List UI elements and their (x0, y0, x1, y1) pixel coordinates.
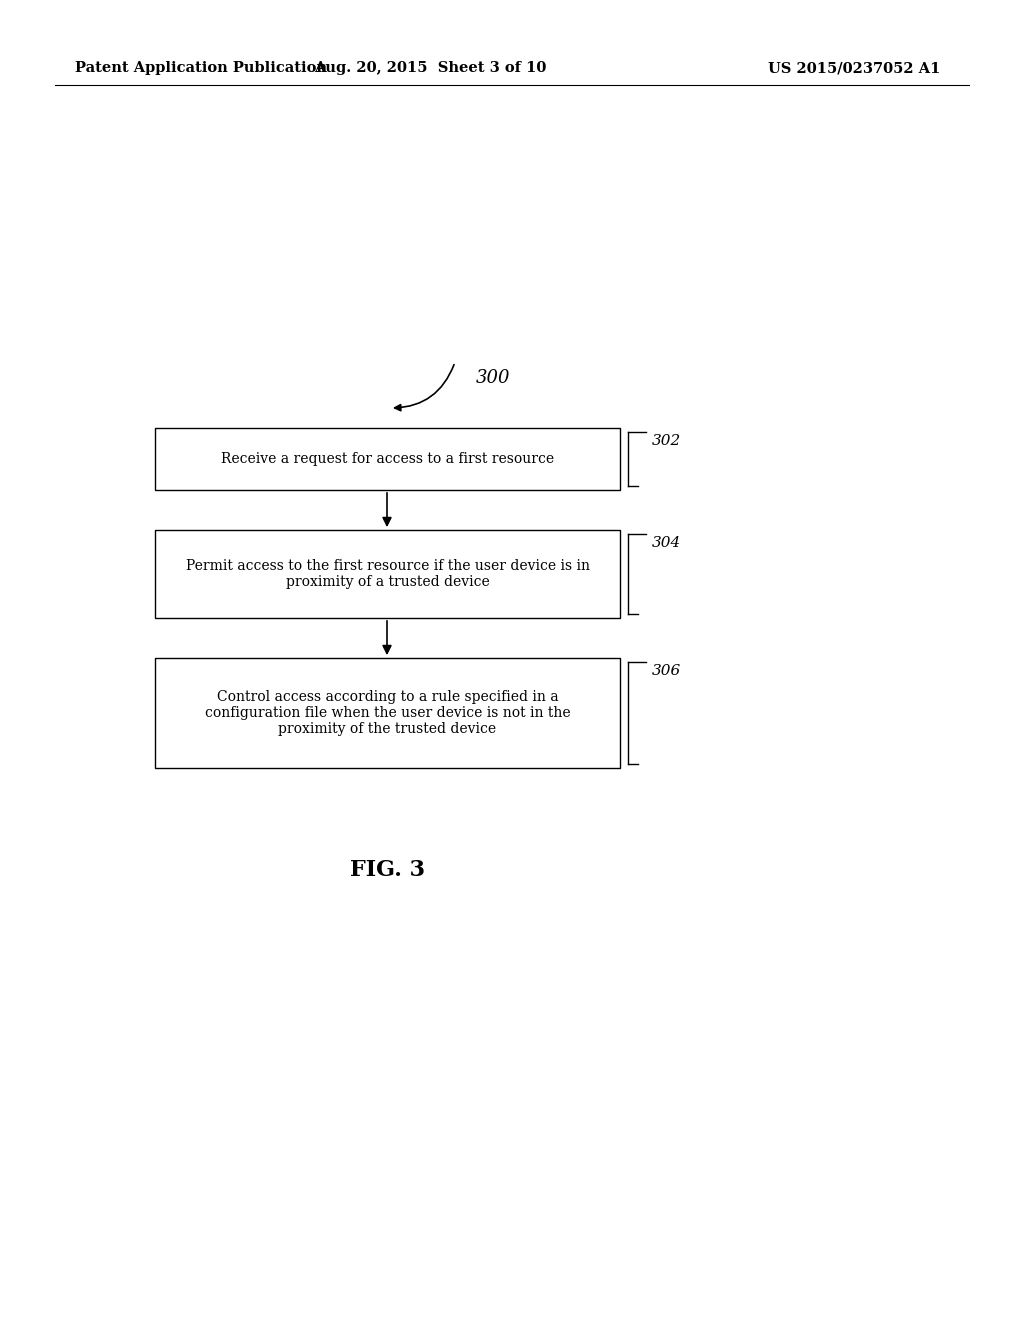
Text: Control access according to a rule specified in a
configuration file when the us: Control access according to a rule speci… (205, 690, 570, 737)
Text: 302: 302 (652, 434, 681, 447)
Bar (155, 657, 620, 768)
Text: Aug. 20, 2015  Sheet 3 of 10: Aug. 20, 2015 Sheet 3 of 10 (313, 61, 546, 75)
FancyArrowPatch shape (394, 364, 454, 411)
Bar (155, 531, 620, 618)
Text: Receive a request for access to a first resource: Receive a request for access to a first … (221, 451, 554, 466)
Text: Patent Application Publication: Patent Application Publication (75, 61, 327, 75)
Text: Permit access to the first resource if the user device is in
proximity of a trus: Permit access to the first resource if t… (185, 558, 590, 589)
Text: 300: 300 (476, 370, 511, 387)
Text: 304: 304 (652, 536, 681, 550)
Text: FIG. 3: FIG. 3 (349, 859, 425, 880)
Bar (155, 428, 620, 490)
Text: US 2015/0237052 A1: US 2015/0237052 A1 (768, 61, 940, 75)
Text: 306: 306 (652, 664, 681, 678)
